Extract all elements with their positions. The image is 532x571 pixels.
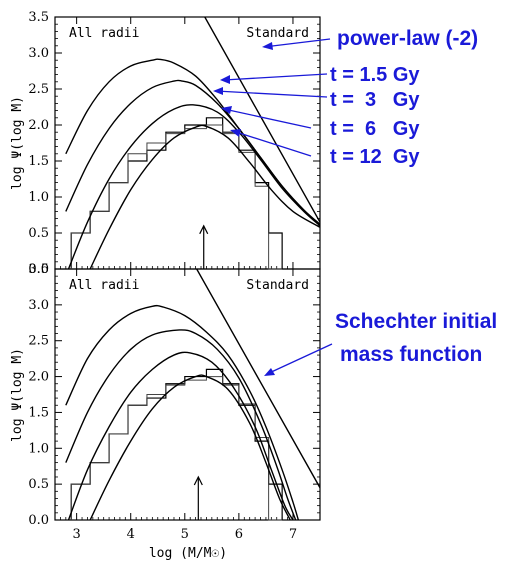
bottom-ytick-label-3: 1.5 — [28, 405, 49, 420]
curve-layer — [65, 17, 320, 520]
top-curve-4 — [89, 124, 320, 269]
annotation-arrows — [213, 38, 333, 376]
x-axis-label: log (M/M☉) — [149, 546, 227, 561]
bottom-curve-1 — [65, 304, 300, 520]
arrow-t1_5 — [223, 73, 328, 81]
annotation-power-law: power-law (-2) — [337, 27, 478, 50]
xtick-label-2: 5 — [181, 527, 189, 542]
top-ytick-label-4: 2.0 — [28, 118, 49, 133]
arrow-t12-head — [230, 129, 241, 137]
top-ytick-label-0: 0.0 — [28, 262, 49, 277]
top-histogram-0 — [70, 117, 283, 269]
arrow-t1_5-head — [220, 75, 230, 84]
xtick-label-3: 6 — [235, 527, 243, 542]
top-curve-3 — [67, 104, 320, 269]
arrow-t6-head — [221, 106, 232, 114]
peak-arrow-layer — [193, 224, 209, 520]
bottom-y-axis-label: log Ψ(log M) — [10, 348, 25, 442]
xtick-label-0: 3 — [72, 527, 80, 542]
top-curve-0 — [204, 17, 320, 223]
xtick-label-4: 7 — [289, 527, 297, 542]
bottom-peak-arrow-head — [193, 475, 203, 486]
arrow-schechter — [266, 343, 333, 375]
bottom-panel-frame — [54, 268, 321, 521]
bottom-ytick-label-5: 2.5 — [28, 334, 49, 349]
top-ytick-label-1: 0.5 — [28, 226, 49, 241]
bottom-ytick-label-4: 2.0 — [28, 370, 49, 385]
ticks-layer: 0.00.51.01.52.02.53.03.50.00.51.01.52.02… — [28, 10, 320, 542]
annotation-t12: t = 12 Gy — [330, 146, 420, 168]
bottom-curve-0 — [196, 269, 320, 489]
bottom-ytick-label-6: 3.0 — [28, 298, 49, 313]
top-curve-2 — [65, 79, 320, 225]
annotation-schechter-line1: Schechter initial — [335, 310, 497, 333]
bottom-corner-left: All radii — [69, 278, 139, 293]
arrow-schechter-head — [264, 368, 275, 376]
arrow-t3-head — [213, 87, 223, 95]
top-ytick-label-6: 3.0 — [28, 46, 49, 61]
top-panel-frame — [54, 16, 321, 270]
annotation-t1_5: t = 1.5 Gy — [330, 64, 420, 86]
bottom-ytick-label-2: 1.0 — [28, 441, 49, 456]
top-corner-right: Standard — [246, 26, 309, 41]
arrow-t12 — [232, 130, 312, 157]
histogram-layer — [70, 117, 283, 521]
top-ytick-label-2: 1.0 — [28, 190, 49, 205]
top-ytick-label-7: 3.5 — [28, 10, 49, 25]
top-peak-arrow-head — [199, 224, 209, 235]
bottom-ytick-label-7: 3.5 — [28, 262, 49, 277]
annotation-schechter-line2: mass function — [340, 343, 482, 366]
top-corner-left: All radii — [69, 26, 139, 41]
bottom-ytick-label-1: 0.5 — [28, 477, 49, 492]
bottom-corner-right: Standard — [246, 278, 309, 293]
bottom-ytick-label-0: 0.0 — [28, 513, 49, 528]
arrow-t3 — [215, 90, 328, 98]
arrow-power-law-head — [262, 42, 273, 50]
top-ytick-label-3: 1.5 — [28, 154, 49, 169]
bottom-curve-3 — [67, 351, 294, 520]
annotation-t6: t = 6 Gy — [330, 118, 420, 140]
arrow-t6 — [223, 108, 312, 129]
top-ytick-label-5: 2.5 — [28, 82, 49, 97]
annotation-t3: t = 3 Gy — [330, 89, 420, 111]
bottom-histogram-1 — [70, 376, 283, 521]
bottom-curve-2 — [65, 329, 297, 520]
top-y-axis-label: log Ψ(log M) — [10, 96, 25, 190]
arrow-power-law — [263, 38, 331, 48]
xtick-label-1: 4 — [127, 527, 135, 542]
bottom-curve-4 — [89, 374, 291, 520]
